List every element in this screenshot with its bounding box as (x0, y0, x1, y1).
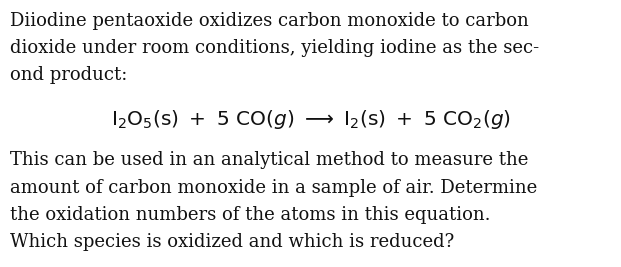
Text: This can be used in an analytical method to measure the: This can be used in an analytical method… (10, 151, 528, 170)
Text: amount of carbon monoxide in a sample of air. Determine: amount of carbon monoxide in a sample of… (10, 179, 537, 197)
Text: dioxide under room conditions, yielding iodine as the sec-: dioxide under room conditions, yielding … (10, 39, 539, 57)
Text: Diiodine pentaoxide oxidizes carbon monoxide to carbon: Diiodine pentaoxide oxidizes carbon mono… (10, 12, 528, 30)
Text: $\mathrm{I_2O_5(s)\ +\ 5\ CO(\mathit{g})\ {\longrightarrow}\ I_2(s)\ +\ 5\ CO_2(: $\mathrm{I_2O_5(s)\ +\ 5\ CO(\mathit{g})… (111, 108, 510, 131)
Text: the oxidation numbers of the atoms in this equation.: the oxidation numbers of the atoms in th… (10, 206, 491, 224)
Text: ond product:: ond product: (10, 66, 127, 84)
Text: Which species is oxidized and which is reduced?: Which species is oxidized and which is r… (10, 233, 454, 251)
